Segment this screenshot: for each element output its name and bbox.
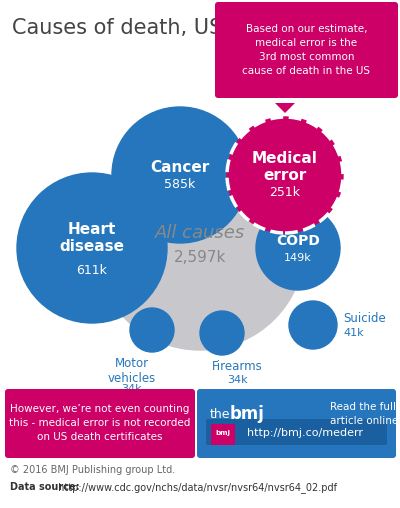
Text: COPD: COPD — [276, 234, 320, 248]
Circle shape — [112, 107, 248, 243]
Text: Suicide: Suicide — [343, 312, 386, 326]
FancyBboxPatch shape — [211, 424, 235, 445]
Text: bmj: bmj — [216, 430, 230, 436]
FancyBboxPatch shape — [215, 2, 398, 98]
FancyBboxPatch shape — [206, 419, 387, 445]
Text: Read the full
article online: Read the full article online — [330, 402, 398, 426]
Text: Heart
disease: Heart disease — [60, 222, 124, 254]
Circle shape — [17, 173, 167, 323]
Text: 41k: 41k — [343, 328, 364, 338]
Circle shape — [227, 117, 343, 233]
Text: http://www.cdc.gov/nchs/data/nvsr/nvsr64/nvsr64_02.pdf: http://www.cdc.gov/nchs/data/nvsr/nvsr64… — [55, 482, 337, 493]
Text: Motor
vehicles: Motor vehicles — [108, 357, 156, 385]
Circle shape — [95, 140, 305, 350]
Circle shape — [289, 301, 337, 349]
Text: 34k: 34k — [227, 375, 247, 385]
Text: 585k: 585k — [164, 178, 196, 192]
Text: Data source:: Data source: — [10, 482, 80, 492]
Text: Cancer: Cancer — [150, 160, 210, 175]
Polygon shape — [275, 103, 295, 113]
Text: Causes of death, US, 2013: Causes of death, US, 2013 — [12, 18, 289, 38]
Text: Based on our estimate,
medical error is the
3rd most common
cause of death in th: Based on our estimate, medical error is … — [242, 24, 370, 76]
Text: 2,597k: 2,597k — [174, 249, 226, 265]
Text: the: the — [210, 407, 230, 421]
Text: bmj: bmj — [230, 405, 265, 423]
Text: However, we’re not even counting
this - medical error is not recorded
on US deat: However, we’re not even counting this - … — [9, 404, 191, 442]
Text: Firearms: Firearms — [212, 360, 262, 373]
Text: 149k: 149k — [284, 253, 312, 263]
Circle shape — [130, 308, 174, 352]
Circle shape — [200, 311, 244, 355]
Text: http://bmj.co/mederr: http://bmj.co/mederr — [247, 428, 363, 438]
Text: © 2016 BMJ Publishing group Ltd.: © 2016 BMJ Publishing group Ltd. — [10, 465, 175, 475]
Circle shape — [256, 206, 340, 290]
Text: 611k: 611k — [76, 264, 108, 276]
FancyBboxPatch shape — [5, 389, 195, 458]
Text: 34k: 34k — [122, 384, 142, 394]
Text: Medical
error: Medical error — [252, 151, 318, 183]
Text: 251k: 251k — [270, 186, 300, 200]
FancyBboxPatch shape — [197, 389, 396, 458]
Text: All causes: All causes — [155, 224, 245, 242]
